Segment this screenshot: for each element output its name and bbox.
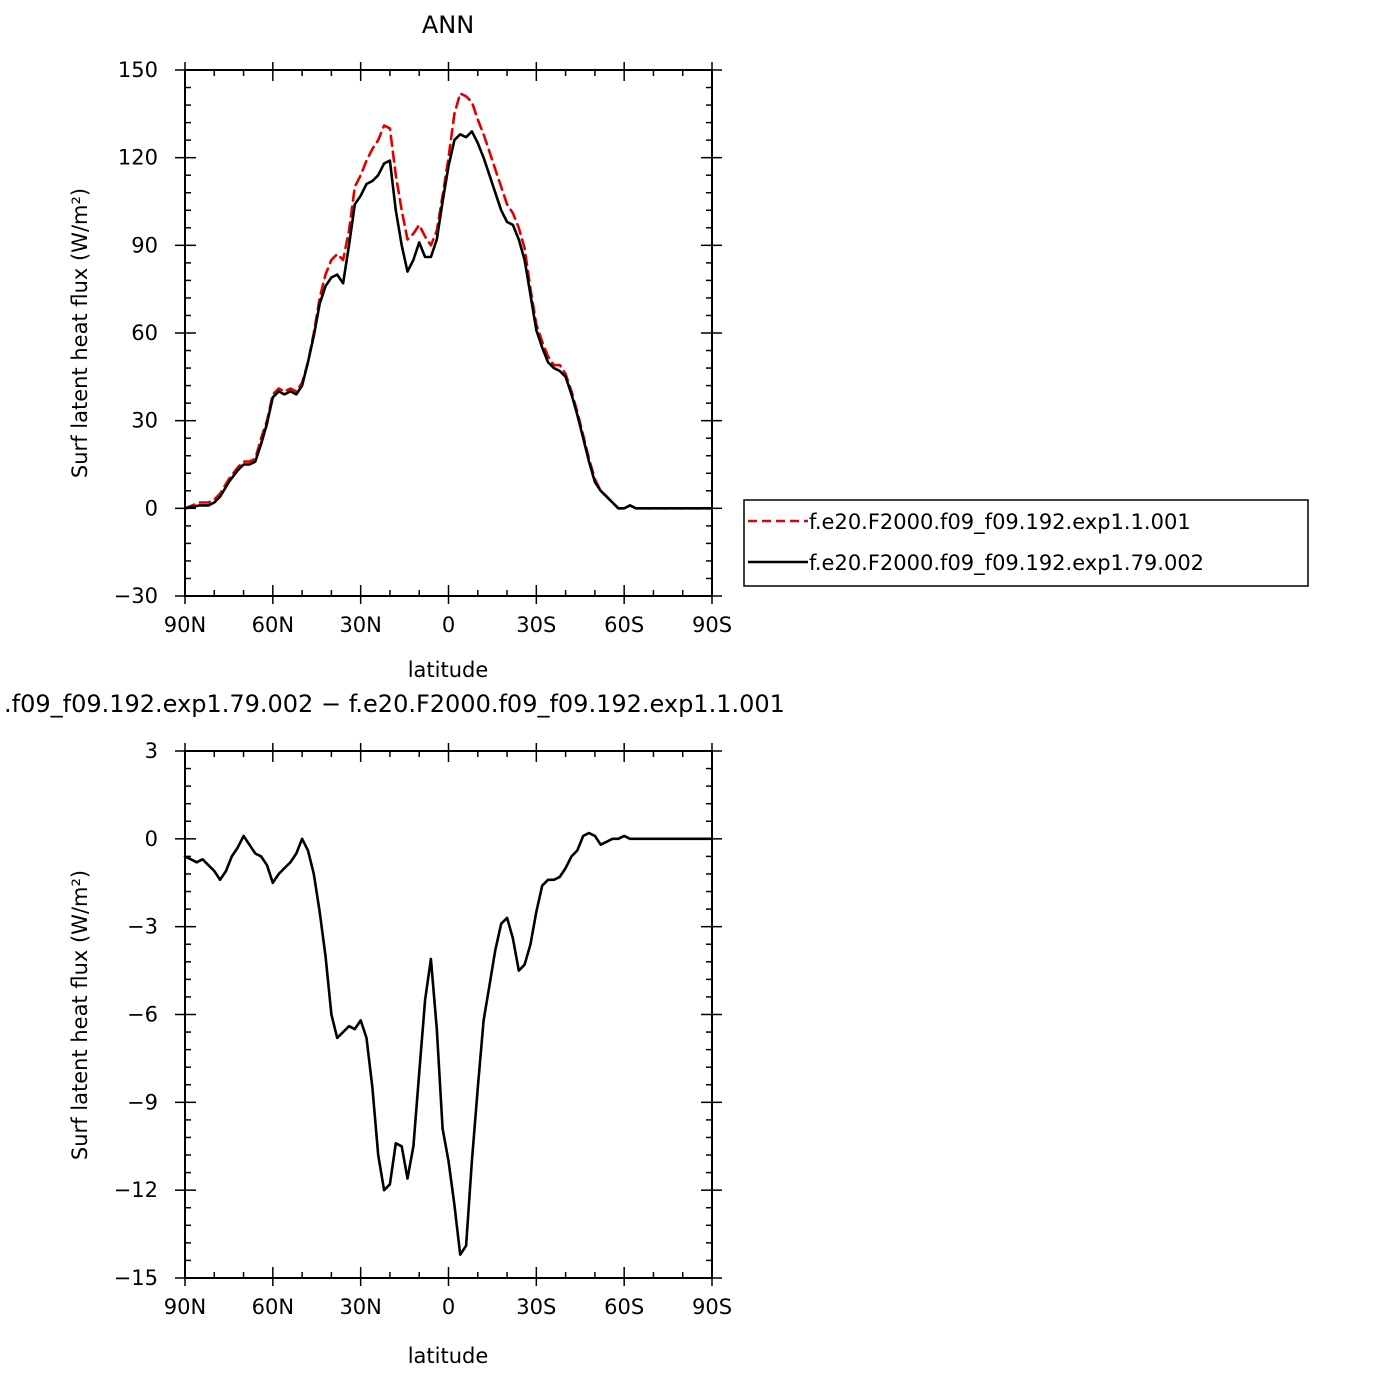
bottom-y-tick-label: −15 (114, 1266, 158, 1290)
top-x-tick-label: 90N (164, 613, 206, 637)
top-panel-title: ANN (422, 11, 474, 39)
bottom-y-tick-label: −12 (114, 1178, 158, 1202)
legend-label-series-1: f.e20.F2000.f09_f09.192.exp1.1.001 (809, 510, 1191, 535)
bottom-x-tick-label: 30N (339, 1295, 381, 1319)
bottom-y-tick-label: 3 (145, 739, 158, 763)
top-y-tick-label: 150 (118, 58, 158, 82)
top-x-tick-label: 0 (442, 613, 455, 637)
top-y-tick-label: −30 (114, 584, 158, 608)
top-y-tick-label: 60 (131, 321, 158, 345)
top-plot-area: 90N 60N 30N 0 30S 60S 90S −30 0 30 60 90 120 150 (114, 58, 732, 637)
bottom-x-tick-label: 60N (252, 1295, 294, 1319)
top-y-tick-label: 90 (131, 233, 158, 257)
top-x-tick-label: 60S (604, 613, 644, 637)
bottom-x-tick-label: 90N (164, 1295, 206, 1319)
top-y-tick-label: 120 (118, 146, 158, 170)
top-x-tick-label: 30N (339, 613, 381, 637)
bottom-x-tick-label: 60S (604, 1295, 644, 1319)
bottom-y-tick-label: −3 (127, 915, 158, 939)
top-x-tick-label: 60N (252, 613, 294, 637)
legend-label-series-2: f.e20.F2000.f09_f09.192.exp1.79.002 (809, 551, 1204, 576)
bottom-plot-frame (184, 750, 713, 1279)
top-x-tick-label: 90S (692, 613, 732, 637)
legend: f.e20.F2000.f09_f09.192.exp1.1.001 f.e20… (743, 499, 1309, 587)
bottom-x-axis-title: latitude (408, 1344, 489, 1368)
bottom-y-tick-label: 0 (145, 827, 158, 851)
bottom-y-axis-title: Surf latent heat flux (W/m²) (68, 870, 92, 1160)
top-y-tick-label: 30 (131, 409, 158, 433)
bottom-y-tick-label: −9 (127, 1090, 158, 1114)
legend-box (743, 499, 1309, 587)
top-x-axis-title: latitude (408, 658, 489, 682)
bottom-series-line-1 (183, 831, 714, 1256)
bottom-x-tick-label: 90S (692, 1295, 732, 1319)
top-series-line-2 (183, 130, 714, 510)
top-series-line-1 (183, 92, 714, 510)
bottom-x-tick-label: 30S (516, 1295, 556, 1319)
bottom-x-tick-label: 0 (442, 1295, 455, 1319)
top-x-tick-label: 30S (516, 613, 556, 637)
bottom-panel: .f09_f09.192.exp1.79.002 − f.e20.F2000.f… (4, 690, 785, 1368)
bottom-y-tick-label: −6 (127, 1003, 158, 1027)
top-y-tick-label: 0 (145, 496, 158, 520)
bottom-panel-title: .f09_f09.192.exp1.79.002 − f.e20.F2000.f… (4, 690, 785, 718)
top-panel: ANN 90N 60N 30N 0 30S 60S 90S−300306090120150 … (68, 11, 732, 682)
bottom-plot-area: 90N 60N 30N 0 30S 60S 90S −15 −12 −9 −6 −3 0 3 (114, 739, 732, 1319)
top-y-axis-title: Surf latent heat flux (W/m²) (68, 188, 92, 478)
